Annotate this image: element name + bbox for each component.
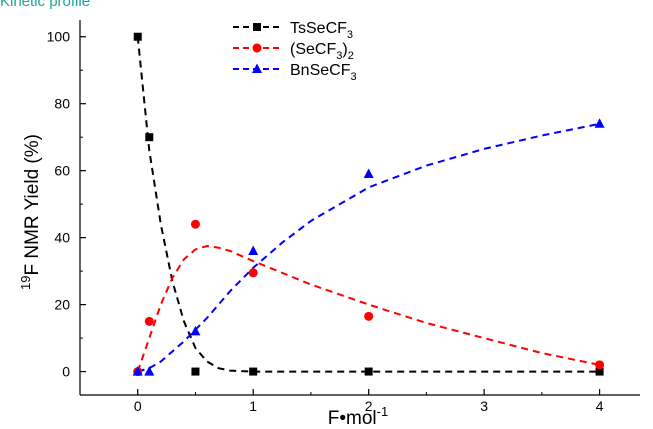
- y-ticks: 0 20 40 60 80 100: [47, 29, 86, 380]
- fit-curves: [136, 36, 600, 373]
- x-tick-label: 4: [596, 398, 604, 414]
- legend-label: (SeCF3)2: [290, 41, 354, 62]
- y-tick-label: 80: [54, 96, 70, 112]
- data-point-2: [132, 366, 143, 376]
- y-axis-label: 19F NMR Yield (%): [18, 134, 43, 290]
- data-point-0: [595, 367, 604, 376]
- y-axis-label-text: F NMR Yield (%): [22, 134, 43, 275]
- data-point-0: [249, 367, 258, 376]
- x-axis-label-text: F•mol: [328, 408, 377, 429]
- y-tick-label: 100: [47, 29, 71, 45]
- data-point-0: [364, 367, 373, 376]
- data-point-1: [248, 268, 258, 278]
- fit-line-1: [136, 244, 600, 372]
- legend-marker: [252, 43, 262, 53]
- chart-title: Kinetic profile: [0, 0, 91, 10]
- y-tick-label: 40: [54, 230, 70, 246]
- data-point-1: [364, 311, 374, 321]
- data-point-0: [191, 367, 200, 376]
- data-points: [132, 32, 605, 377]
- x-tick-label: 1: [249, 398, 257, 414]
- y-tick-label: 20: [54, 297, 70, 313]
- y-tick-label: 60: [54, 163, 70, 179]
- x-tick-label: 2: [365, 398, 373, 414]
- x-tick-label: 0: [134, 398, 142, 414]
- grid-and-axes: [79, 20, 640, 396]
- data-point-2: [248, 245, 259, 256]
- x-axis-label-sup: -1: [377, 404, 389, 419]
- data-point-1: [144, 316, 154, 326]
- legend-marker: [252, 63, 262, 73]
- x-ticks: 0 1 2 3 4: [79, 389, 604, 414]
- fit-line-2: [137, 122, 600, 373]
- data-point-2: [594, 118, 605, 128]
- data-point-0: [133, 32, 142, 41]
- data-point-2: [190, 325, 201, 336]
- data-point-0: [145, 133, 154, 142]
- fit-line-0: [136, 36, 600, 373]
- x-tick-label: 3: [480, 398, 488, 414]
- y-axis-label-sup: 19: [18, 276, 33, 290]
- legend-label: BnSeCF3: [290, 62, 357, 83]
- data-point-1: [190, 219, 200, 229]
- data-point-2: [144, 366, 155, 376]
- x-axis-label: F•mol-1: [328, 404, 388, 429]
- data-point-1: [595, 360, 605, 370]
- y-tick-label: 0: [62, 364, 70, 380]
- data-point-2: [363, 168, 374, 179]
- legend-marker: [253, 23, 261, 31]
- legend-label: TsSeCF3: [290, 20, 353, 41]
